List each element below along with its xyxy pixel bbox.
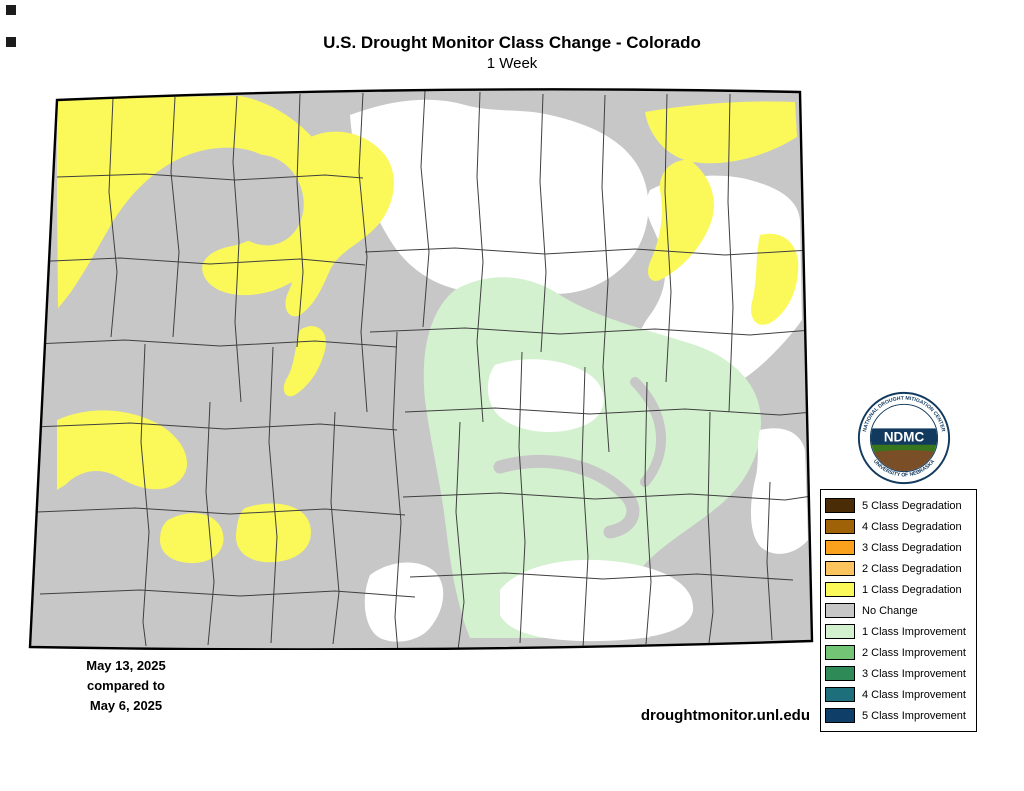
legend-color-swatch: [825, 645, 855, 660]
legend-label: 3 Class Degradation: [862, 541, 962, 554]
state-border: [28, 88, 814, 650]
legend-label: 5 Class Improvement: [862, 709, 966, 722]
legend-item: 1 Class Improvement: [825, 621, 972, 642]
legend-label: No Change: [862, 604, 918, 617]
website-url: droughtmonitor.unl.edu: [640, 707, 810, 724]
date-info: May 13, 2025 compared to May 6, 2025: [50, 656, 202, 716]
date-compared-label: compared to: [86, 678, 165, 693]
legend-item: 3 Class Improvement: [825, 663, 972, 684]
legend-color-swatch: [825, 540, 855, 555]
legend-color-swatch: [825, 708, 855, 723]
legend-item: 2 Class Degradation: [825, 558, 972, 579]
legend-item: 5 Class Degradation: [825, 495, 972, 516]
legend-label: 3 Class Improvement: [862, 667, 966, 680]
date-previous: May 6, 2025: [89, 698, 163, 713]
legend-label: 2 Class Degradation: [862, 562, 962, 575]
legend-item: 4 Class Degradation: [825, 516, 972, 537]
legend-item: 4 Class Improvement: [825, 684, 972, 705]
colorado-map: [28, 88, 814, 650]
logo-acronym: NDMC: [884, 429, 925, 444]
legend-item: 2 Class Improvement: [825, 642, 972, 663]
legend-color-swatch: [825, 498, 855, 513]
legend-item: 3 Class Degradation: [825, 537, 972, 558]
legend-item: 5 Class Improvement: [825, 705, 972, 726]
legend-color-swatch: [825, 687, 855, 702]
legend-color-swatch: [825, 624, 855, 639]
page-corner-artifact: [6, 5, 16, 15]
legend-label: 5 Class Degradation: [862, 499, 962, 512]
legend-label: 1 Class Improvement: [862, 625, 966, 638]
map-title: U.S. Drought Monitor Class Change - Colo…: [323, 33, 701, 52]
legend: 5 Class Degradation 4 Class Degradation 3 …: [820, 489, 977, 732]
legend-label: 1 Class Degradation: [862, 583, 962, 596]
page-corner-artifact: [6, 37, 16, 47]
legend-item: No Change: [825, 600, 972, 621]
date-current: May 13, 2025: [86, 658, 166, 673]
map-subtitle: 1 Week: [486, 55, 538, 72]
legend-color-swatch: [825, 666, 855, 681]
county-borders: [30, 90, 812, 650]
legend-color-swatch: [825, 519, 855, 534]
legend-color-swatch: [825, 582, 855, 597]
legend-label: 4 Class Degradation: [862, 520, 962, 533]
legend-color-swatch: [825, 603, 855, 618]
legend-item: 1 Class Degradation: [825, 579, 972, 600]
legend-label: 2 Class Improvement: [862, 646, 966, 659]
legend-color-swatch: [825, 561, 855, 576]
logo-banner: [870, 428, 938, 445]
ndmc-logo: NDMC NATIONAL DROUGHT MITIGATION CENTER …: [857, 391, 951, 485]
legend-label: 4 Class Improvement: [862, 688, 966, 701]
no-class-overlay-regions: [487, 359, 808, 642]
